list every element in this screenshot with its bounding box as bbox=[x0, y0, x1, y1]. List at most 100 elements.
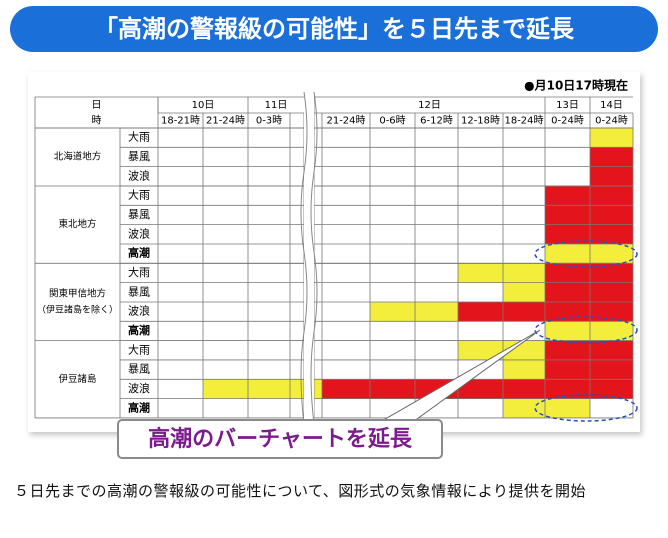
level-cell bbox=[370, 379, 415, 399]
level-cell bbox=[290, 321, 304, 341]
level-cell bbox=[415, 147, 458, 167]
level-cell bbox=[503, 359, 545, 380]
level-cell bbox=[290, 282, 304, 302]
item-label: 高潮 bbox=[128, 400, 150, 414]
time-label: 21-24時 bbox=[326, 115, 365, 127]
level-cell bbox=[203, 340, 248, 360]
level-cell bbox=[203, 128, 248, 148]
level-cell bbox=[314, 185, 322, 206]
break-line bbox=[310, 91, 318, 425]
level-cell bbox=[248, 147, 290, 167]
level-cell bbox=[322, 398, 370, 418]
header-label: 時 bbox=[92, 115, 102, 127]
highlight bbox=[534, 240, 638, 268]
item-label: 高潮 bbox=[128, 246, 150, 260]
level-cell bbox=[545, 282, 590, 302]
time-label: 0-3時 bbox=[256, 115, 282, 127]
level-cell bbox=[314, 205, 322, 225]
item-label: 暴風 bbox=[128, 285, 150, 298]
level-cell bbox=[545, 398, 590, 418]
region-label: 伊豆諸島 bbox=[58, 373, 96, 385]
level-cell bbox=[248, 224, 290, 244]
level-cell bbox=[458, 398, 503, 418]
level-cell bbox=[370, 166, 415, 186]
level-cell bbox=[590, 340, 633, 360]
level-cell bbox=[590, 243, 633, 264]
level-cell bbox=[322, 301, 370, 322]
item-label: 高潮 bbox=[128, 323, 150, 337]
item-label: 暴風 bbox=[128, 363, 150, 376]
level-cell bbox=[370, 321, 415, 341]
title: 「高潮の警報級の可能性」を５日先まで延長 bbox=[94, 15, 575, 43]
region-label: 北海道地方 bbox=[54, 150, 102, 162]
time-label: 6-12時 bbox=[420, 115, 453, 127]
level-cell bbox=[370, 301, 415, 322]
level-cell bbox=[158, 128, 203, 148]
level-cell bbox=[370, 224, 415, 244]
level-cell bbox=[545, 340, 590, 360]
level-cell bbox=[503, 321, 545, 341]
level-cell bbox=[314, 224, 322, 244]
item-label: 波浪 bbox=[128, 381, 150, 395]
level-cell bbox=[314, 398, 322, 418]
level-cell bbox=[415, 243, 458, 264]
level-cell bbox=[203, 185, 248, 206]
level-cell bbox=[158, 340, 203, 360]
level-cell bbox=[545, 205, 590, 225]
level-cell bbox=[458, 128, 503, 148]
region-note: （伊豆諸島を除く） bbox=[37, 303, 118, 315]
level-cell bbox=[503, 301, 545, 322]
level-cell bbox=[158, 379, 203, 399]
level-cell bbox=[248, 166, 290, 186]
time-label: 0-24時 bbox=[595, 115, 628, 127]
level-cell bbox=[503, 224, 545, 244]
day-label: 12日 bbox=[418, 100, 441, 111]
level-cell bbox=[545, 321, 590, 341]
level-cell bbox=[415, 282, 458, 302]
level-cell bbox=[370, 243, 415, 264]
level-cell bbox=[314, 359, 322, 380]
level-cell bbox=[203, 321, 248, 341]
level-cell bbox=[322, 147, 370, 167]
level-cell bbox=[458, 205, 503, 225]
level-cell bbox=[203, 166, 248, 186]
level-cell bbox=[545, 147, 590, 167]
level-cell bbox=[248, 379, 290, 399]
level-cell bbox=[158, 224, 203, 244]
level-cell bbox=[458, 379, 503, 399]
level-cell bbox=[290, 243, 304, 264]
level-cell bbox=[458, 224, 503, 244]
item-label: 大雨 bbox=[128, 130, 150, 144]
level-cell bbox=[545, 379, 590, 399]
level-cell bbox=[158, 166, 203, 186]
day-label: 14日 bbox=[600, 100, 623, 111]
level-cell bbox=[248, 282, 290, 302]
time-label: 0-24時 bbox=[551, 115, 584, 127]
level-cell bbox=[322, 321, 370, 341]
level-cell bbox=[322, 243, 370, 264]
level-cell bbox=[590, 224, 633, 244]
level-cell bbox=[322, 128, 370, 148]
break-line bbox=[300, 91, 308, 425]
item-label: 暴風 bbox=[128, 150, 150, 163]
level-cell bbox=[590, 282, 633, 302]
level-cell bbox=[545, 301, 590, 322]
level-cell bbox=[370, 128, 415, 148]
level-cell bbox=[545, 243, 590, 264]
level-cell bbox=[370, 340, 415, 360]
level-cell bbox=[290, 263, 304, 283]
level-cell bbox=[458, 321, 503, 341]
table: 日時 10日 11日 12日 13日 14日 18-21時 21-24時 0-3時 21-24時 0… bbox=[34, 96, 634, 419]
level-cell bbox=[370, 147, 415, 167]
level-cell bbox=[590, 128, 633, 148]
level-cell bbox=[290, 301, 304, 322]
level-cell bbox=[370, 359, 415, 380]
level-cell bbox=[290, 147, 304, 167]
level-cell bbox=[203, 359, 248, 380]
level-cell bbox=[290, 185, 304, 206]
level-cell bbox=[590, 301, 633, 322]
level-cell bbox=[503, 147, 545, 167]
level-cell bbox=[290, 128, 304, 148]
level-cell bbox=[158, 359, 203, 380]
time-label: 18-24時 bbox=[504, 115, 543, 127]
